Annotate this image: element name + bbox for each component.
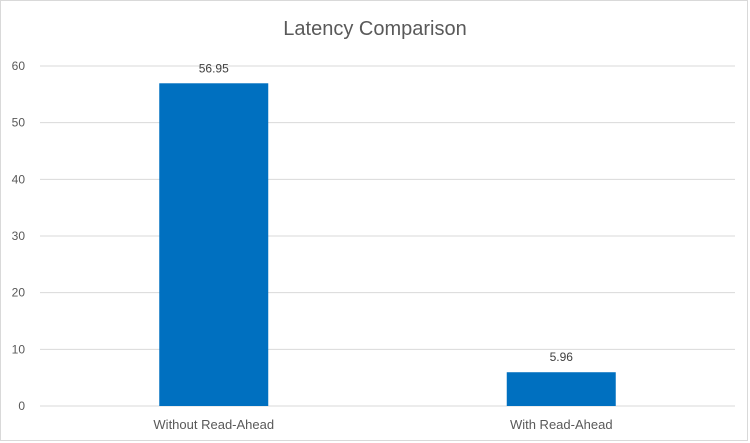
category-label-1: With Read-Ahead (510, 417, 613, 432)
y-tick-label-20: 20 (12, 286, 26, 300)
y-tick-label-40: 40 (12, 172, 26, 186)
y-tick-label-30: 30 (12, 229, 26, 243)
data-label-0: 56.95 (199, 61, 229, 75)
y-tick-label-60: 60 (12, 59, 26, 73)
chart-title: Latency Comparison (283, 18, 467, 40)
bar-0 (159, 83, 269, 407)
y-tick-label-50: 50 (12, 116, 26, 130)
category-label-0: Without Read-Ahead (153, 417, 274, 432)
bar-1 (506, 372, 616, 406)
y-tick-label-10: 10 (12, 342, 26, 356)
y-tick-label-0: 0 (18, 399, 25, 413)
data-label-1: 5.96 (550, 350, 574, 364)
